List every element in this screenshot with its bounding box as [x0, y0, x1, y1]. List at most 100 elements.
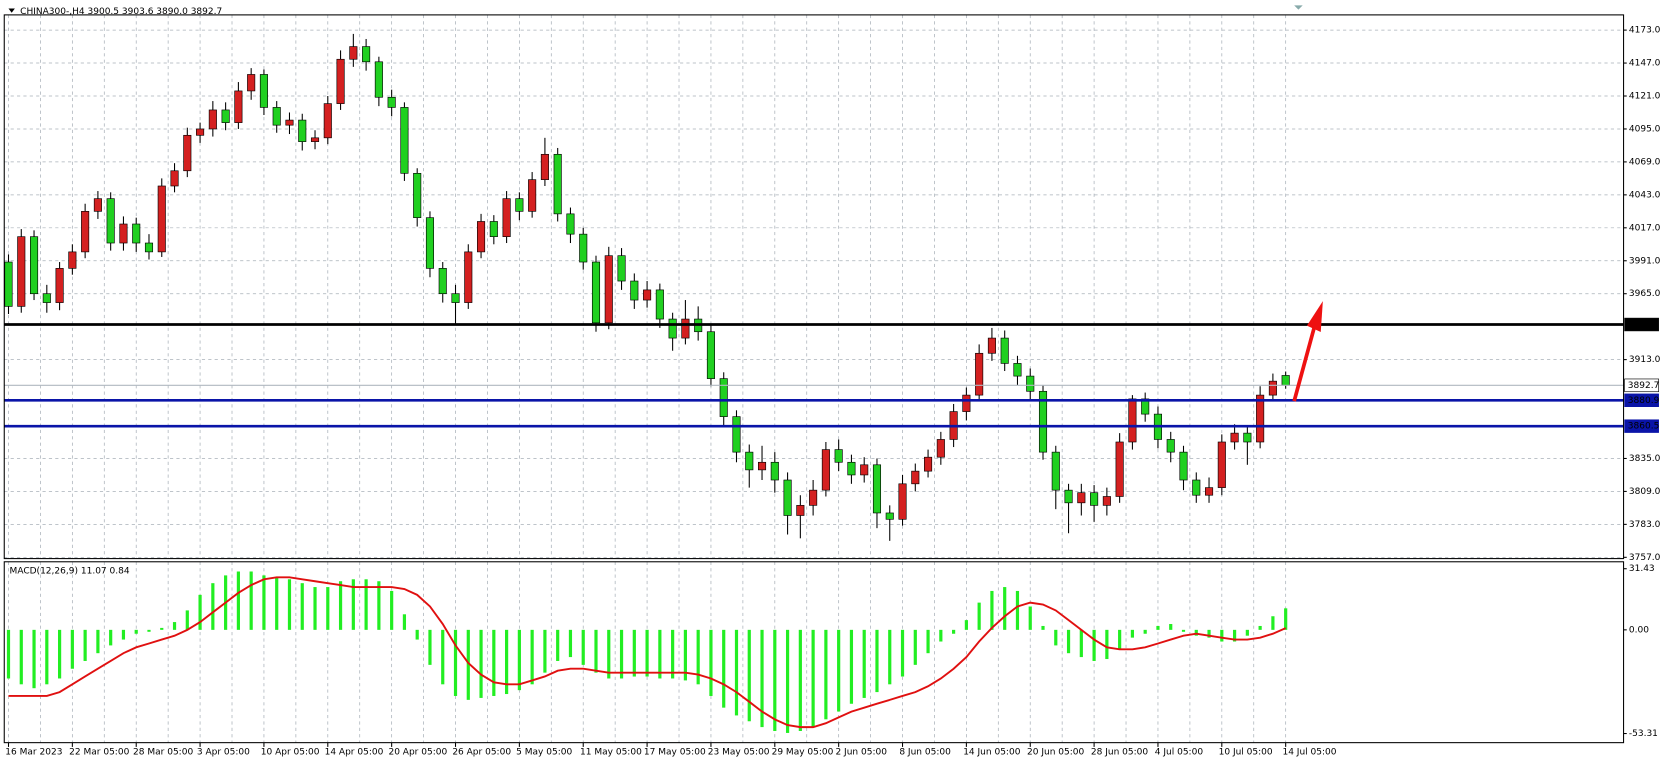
- macd-bar: [147, 629, 151, 632]
- y-tick-label: 3809.0: [1629, 487, 1661, 497]
- x-tick-label: 29 May 05:00: [772, 748, 834, 758]
- macd-panel-frame: [3, 561, 1625, 744]
- y-tick-label: 3783.0: [1629, 520, 1661, 530]
- candle-body: [55, 268, 64, 303]
- symbol-title: CHINA300-,H4: [20, 7, 85, 17]
- candle-body: [285, 119, 294, 126]
- macd-bar: [1245, 629, 1249, 636]
- candle-body: [924, 456, 933, 472]
- macd-bar: [658, 629, 662, 679]
- macd-header: MACD(12,26,9) 11.07 0.84: [10, 566, 130, 576]
- shift-marker: [1294, 5, 1303, 10]
- candle-body: [553, 153, 562, 215]
- candle-body: [349, 46, 358, 60]
- macd-bar: [709, 629, 713, 696]
- level-label-box: [1624, 317, 1659, 332]
- macd-bar: [351, 579, 355, 630]
- x-tick-label: 14 Jul 05:00: [1282, 748, 1336, 758]
- high-value: 3903.6: [122, 7, 154, 17]
- candle-body: [1077, 492, 1086, 504]
- candle-body: [821, 449, 830, 491]
- candle-body: [566, 213, 575, 235]
- y-tick-label: 4121.0: [1629, 92, 1661, 102]
- candle-body: [757, 461, 767, 471]
- macd-bar: [1015, 590, 1020, 630]
- candle-body: [604, 255, 613, 324]
- x-tick-label: 26 Apr 05:00: [452, 748, 511, 758]
- level-label-box: [1624, 393, 1659, 407]
- macd-bar: [939, 629, 943, 642]
- candle-body: [17, 236, 26, 307]
- macd-bar: [849, 629, 854, 704]
- candle-body: [783, 479, 792, 516]
- candle-body: [489, 221, 498, 238]
- overlay: 16 Mar 2023 22 Mar 05:00 28 Mar 05:00 3 Apr…: [5, 26, 1660, 758]
- macd-bar: [338, 581, 343, 630]
- macd-bar: [377, 581, 381, 630]
- y-tick-label: 0.00: [1629, 625, 1649, 635]
- macd-bar: [275, 577, 279, 630]
- macd-bar: [517, 629, 521, 691]
- macd-bar: [1156, 625, 1160, 630]
- macd-bar: [862, 629, 866, 698]
- macd-bar: [1271, 616, 1275, 630]
- macd-bar: [594, 629, 598, 673]
- candle-body: [464, 251, 473, 303]
- candle-body: [374, 61, 383, 98]
- x-tick-label: 28 Jun 05:00: [1091, 748, 1148, 758]
- collapse-icon[interactable]: [8, 8, 15, 13]
- macd-bar: [875, 629, 879, 693]
- level-label: 3880.9: [1628, 396, 1660, 406]
- x-tick-label: 17 May 05:00: [644, 748, 706, 758]
- plot: [4, 33, 1624, 733]
- macd-bar: [326, 587, 330, 630]
- macd-bar: [683, 629, 687, 681]
- macd-bar: [453, 629, 458, 696]
- candle-body: [847, 461, 856, 476]
- macd-bar: [70, 629, 74, 669]
- candle-body: [413, 172, 422, 218]
- macd-bar: [1169, 624, 1173, 630]
- candle-body: [208, 109, 217, 130]
- candle-body: [1281, 375, 1290, 386]
- macd-bar: [952, 629, 956, 634]
- macd-bar: [121, 629, 126, 640]
- macd-bar: [645, 629, 649, 677]
- candle-body: [579, 233, 588, 263]
- candle-body: [655, 289, 664, 320]
- macd-bar: [6, 629, 11, 679]
- candle-body: [1038, 390, 1048, 453]
- macd-bar: [977, 602, 981, 630]
- y-tick-label: 3757.0: [1629, 553, 1661, 563]
- macd-bar: [543, 629, 547, 673]
- macd-bar: [185, 610, 189, 630]
- candle-body: [425, 217, 435, 269]
- candle-body: [30, 236, 39, 295]
- macd-bar: [160, 627, 164, 630]
- macd-bar: [287, 579, 292, 630]
- y-tick-label: 4069.0: [1629, 157, 1661, 167]
- candle-body: [1256, 394, 1265, 443]
- level-label-box: [1624, 378, 1659, 393]
- macd-bar: [607, 629, 611, 679]
- macd-bar: [671, 629, 675, 679]
- y-tick-label: 4017.0: [1629, 223, 1661, 233]
- candle-body: [706, 331, 715, 379]
- macd-bar: [556, 629, 560, 661]
- candle-body: [1000, 337, 1009, 364]
- level-label: 3940.7: [1628, 320, 1660, 330]
- candle-body: [540, 153, 549, 180]
- macd-value: 11.07: [81, 566, 107, 576]
- y-tick-label: -53.31: [1629, 729, 1658, 739]
- candle-body: [298, 119, 307, 142]
- candle-body: [962, 394, 971, 412]
- macd-bar: [888, 629, 892, 685]
- macd-bar: [134, 629, 138, 634]
- candle-body: [528, 179, 537, 212]
- macd-bar: [83, 629, 87, 661]
- x-tick-label: 28 Mar 05:00: [133, 748, 193, 758]
- x-tick-label: 22 Mar 05:00: [69, 748, 129, 758]
- level-label: 3892.7: [1628, 381, 1660, 391]
- x-tick-label: 20 Jun 05:00: [1027, 748, 1084, 758]
- y-tick-label: 4173.0: [1629, 26, 1661, 36]
